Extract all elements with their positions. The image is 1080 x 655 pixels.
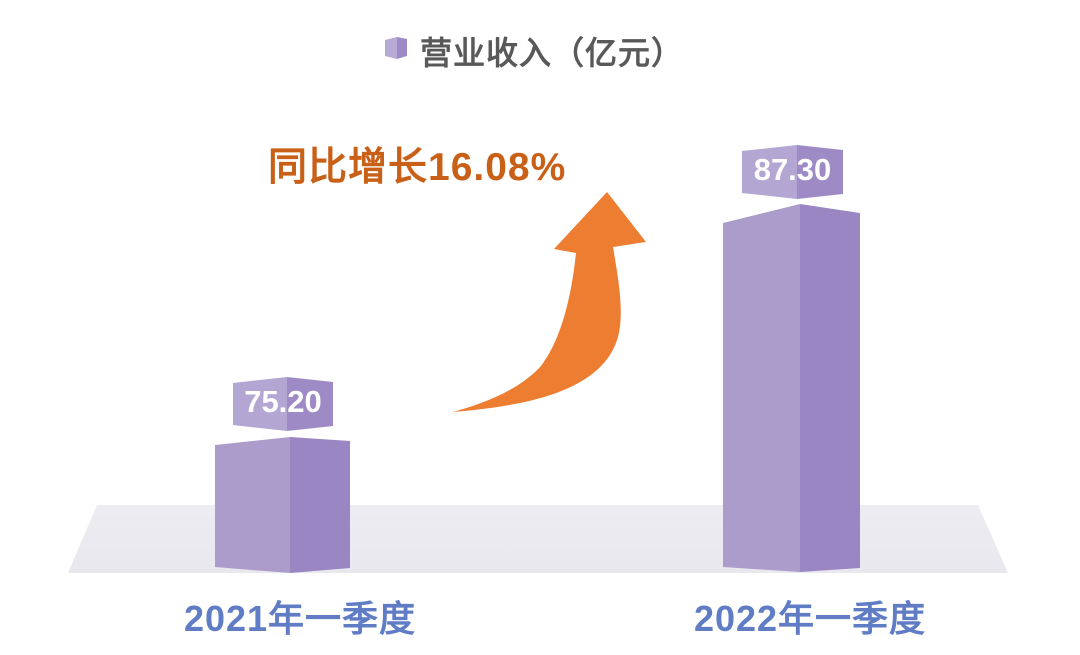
value-cube-2022: 87.30 (742, 145, 843, 199)
category-label-2022: 2022年一季度 (693, 598, 927, 639)
legend-marker-cube-icon (385, 37, 407, 59)
bar-2022 (723, 204, 860, 572)
bar-2021-right-face (290, 437, 350, 573)
category-label-2021: 2021年一季度 (183, 598, 417, 639)
chart-floor (68, 505, 1008, 573)
growth-arrow-icon (453, 192, 646, 412)
bar-2022-left-face (723, 204, 800, 572)
value-cube-2021: 75.20 (233, 377, 333, 431)
value-label-2021: 75.20 (244, 384, 322, 419)
growth-annotation: 同比增长16.08% (268, 146, 567, 189)
value-cube-2021-right-face (287, 377, 333, 431)
legend-cube-right-face (397, 37, 407, 59)
value-cube-2022-right-face (797, 145, 843, 199)
bar-2021 (215, 437, 350, 573)
value-cube-2022-left-face (742, 145, 797, 199)
bar-2021-left-face (215, 437, 290, 573)
legend-label: 营业收入（亿元） (420, 35, 685, 71)
value-cube-2021-left-face (233, 377, 287, 431)
value-label-2022: 87.30 (753, 152, 832, 187)
legend-cube-left-face (385, 37, 397, 59)
bar-2022-right-face (800, 204, 860, 572)
